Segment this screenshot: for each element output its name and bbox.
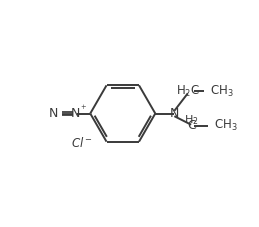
Text: N: N: [71, 107, 80, 120]
Text: Cl$^-$: Cl$^-$: [71, 136, 92, 150]
Text: $^+$: $^+$: [78, 104, 87, 114]
Text: N: N: [170, 107, 179, 120]
Text: CH$_3$: CH$_3$: [214, 118, 237, 133]
Text: H$_2$C: H$_2$C: [176, 84, 200, 99]
Text: N: N: [48, 107, 58, 120]
Text: CH$_3$: CH$_3$: [210, 84, 234, 99]
Text: H$_2$: H$_2$: [184, 113, 198, 127]
Text: C: C: [187, 119, 196, 132]
